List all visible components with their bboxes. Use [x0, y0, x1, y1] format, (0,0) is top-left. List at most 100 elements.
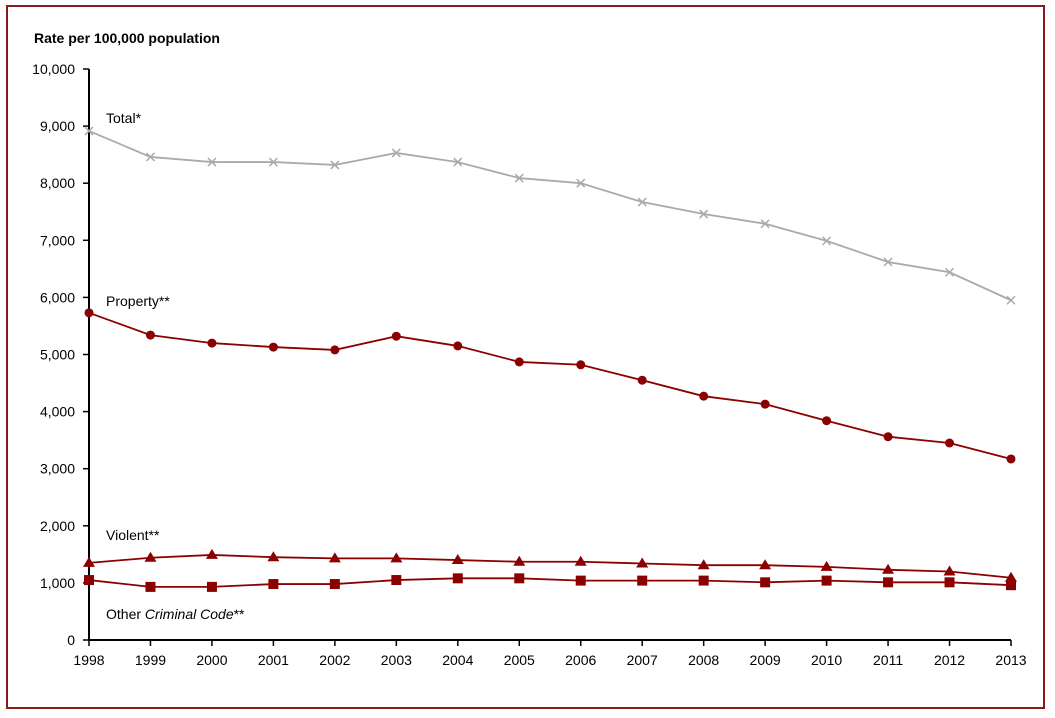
- x-tick-label: 2001: [258, 652, 289, 668]
- data-point-x: [637, 197, 647, 207]
- data-point-x: [883, 257, 893, 267]
- data-point-square: [452, 573, 463, 584]
- y-tick-label: 9,000: [40, 118, 75, 134]
- series-name-suffix: **: [234, 606, 245, 622]
- data-point-x: [576, 178, 586, 188]
- data-point-circle: [760, 399, 770, 409]
- x-tick-label: 2002: [319, 652, 350, 668]
- y-tick-label: 8,000: [40, 175, 75, 191]
- data-point-circle: [207, 338, 217, 348]
- y-tick-label: 7,000: [40, 232, 75, 248]
- data-point-triangle: [513, 555, 526, 566]
- data-point-x: [1006, 295, 1016, 305]
- data-point-x: [145, 152, 155, 162]
- y-tick-label: 4,000: [40, 404, 75, 420]
- x-tick-label: 1998: [73, 652, 104, 668]
- data-point-circle: [822, 416, 832, 426]
- data-point-x: [268, 157, 278, 167]
- data-point-square: [821, 575, 832, 586]
- series-name: Other: [106, 606, 145, 622]
- data-point-x: [84, 126, 94, 136]
- data-point-square: [637, 575, 648, 586]
- data-point-triangle: [267, 551, 280, 562]
- data-point-circle: [1006, 454, 1016, 464]
- x-tick-label: 2000: [196, 652, 227, 668]
- data-point-square: [1006, 580, 1016, 591]
- series-name: Property**: [106, 293, 170, 309]
- data-point-square: [329, 579, 340, 590]
- data-point-x: [514, 173, 524, 183]
- series-label: Other Criminal Code**: [106, 606, 245, 622]
- x-tick-label: 2007: [627, 652, 658, 668]
- data-point-x: [391, 148, 401, 158]
- data-point-x: [822, 236, 832, 246]
- data-point-circle: [637, 375, 647, 385]
- data-point-square: [84, 575, 94, 586]
- series-line-0: [88, 130, 1012, 302]
- data-point-square: [391, 575, 402, 586]
- data-point-triangle: [636, 557, 649, 568]
- data-point-circle: [391, 331, 401, 341]
- data-point-circle: [945, 438, 955, 448]
- data-point-circle: [453, 341, 463, 351]
- chart-frame: [6, 5, 1045, 709]
- series-name: Violent**: [106, 527, 160, 543]
- y-tick-label: 10,000: [32, 61, 75, 77]
- data-point-square: [206, 581, 217, 592]
- data-point-circle: [883, 432, 893, 442]
- data-point-x: [699, 209, 709, 219]
- data-point-triangle: [697, 559, 710, 570]
- data-point-circle: [330, 345, 340, 355]
- data-point-triangle: [205, 548, 218, 559]
- data-point-circle: [268, 342, 278, 352]
- y-tick-label: 2,000: [40, 518, 75, 534]
- x-tick-label: 2012: [934, 652, 965, 668]
- data-point-circle: [514, 357, 524, 367]
- data-point-x: [760, 219, 770, 229]
- series-name: Total*: [106, 110, 142, 126]
- x-tick-label: 2011: [873, 652, 903, 668]
- y-tick-label: 1,000: [40, 575, 75, 591]
- x-tick-label: 2013: [995, 652, 1026, 668]
- data-point-square: [883, 577, 894, 588]
- x-tick-label: 2005: [504, 652, 535, 668]
- data-point-triangle: [451, 554, 464, 565]
- data-point-square: [145, 581, 156, 592]
- data-point-circle: [145, 330, 155, 340]
- data-point-x: [207, 157, 217, 167]
- series-label: Violent**: [106, 527, 160, 543]
- data-point-triangle: [1005, 571, 1017, 582]
- x-tick-label: 2009: [750, 652, 781, 668]
- data-point-square: [760, 577, 771, 588]
- data-point-square: [514, 573, 525, 584]
- y-tick-label: 6,000: [40, 289, 75, 305]
- x-tick-label: 2004: [442, 652, 473, 668]
- data-point-triangle: [83, 556, 95, 567]
- data-point-square: [944, 577, 955, 588]
- series-label: Total*: [106, 110, 142, 126]
- data-point-triangle: [574, 555, 587, 566]
- data-point-square: [698, 575, 709, 586]
- data-point-triangle: [759, 559, 772, 570]
- series-line-2: [88, 554, 1012, 579]
- data-point-triangle: [820, 560, 833, 571]
- data-point-square: [575, 575, 586, 586]
- data-point-square: [268, 579, 279, 590]
- series-line-1: [88, 311, 1012, 460]
- data-point-circle: [699, 391, 709, 401]
- data-point-triangle: [328, 552, 341, 563]
- data-point-triangle: [144, 551, 157, 562]
- data-point-x: [453, 157, 463, 167]
- x-tick-label: 2003: [381, 652, 412, 668]
- data-point-triangle: [943, 565, 956, 576]
- x-tick-label: 1999: [135, 652, 166, 668]
- x-tick-label: 2010: [811, 652, 842, 668]
- y-tick-label: 5,000: [40, 347, 75, 363]
- data-point-x: [945, 267, 955, 277]
- series-line-3: [88, 577, 1012, 588]
- data-point-triangle: [390, 552, 403, 563]
- y-axis-title: Rate per 100,000 population: [34, 30, 220, 46]
- x-tick-label: 2008: [688, 652, 719, 668]
- series-label: Property**: [106, 293, 170, 309]
